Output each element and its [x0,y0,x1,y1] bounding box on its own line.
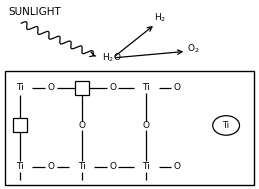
Text: O: O [109,83,116,92]
Text: Ti: Ti [222,121,230,130]
Text: O: O [174,162,181,171]
Text: H$_2$: H$_2$ [154,11,166,24]
Text: O: O [47,83,54,92]
Text: H$_2$O: H$_2$O [103,52,122,64]
Text: Ti: Ti [78,162,86,171]
Text: Ti: Ti [16,162,24,171]
Bar [5,71,254,184]
Text: O: O [47,162,54,171]
Text: O$_2$: O$_2$ [188,42,200,55]
Text: O: O [143,121,150,130]
Bar [13,119,27,132]
Text: Ti: Ti [142,162,150,171]
Text: O: O [78,121,85,130]
Text: Ti: Ti [16,83,24,92]
Text: SUNLIGHT: SUNLIGHT [9,7,61,17]
Text: O: O [109,162,116,171]
Text: Ti: Ti [142,83,150,92]
Bar [75,81,89,95]
Text: O: O [174,83,181,92]
Circle shape [213,116,240,135]
